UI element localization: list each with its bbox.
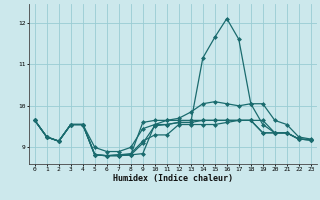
- X-axis label: Humidex (Indice chaleur): Humidex (Indice chaleur): [113, 174, 233, 183]
